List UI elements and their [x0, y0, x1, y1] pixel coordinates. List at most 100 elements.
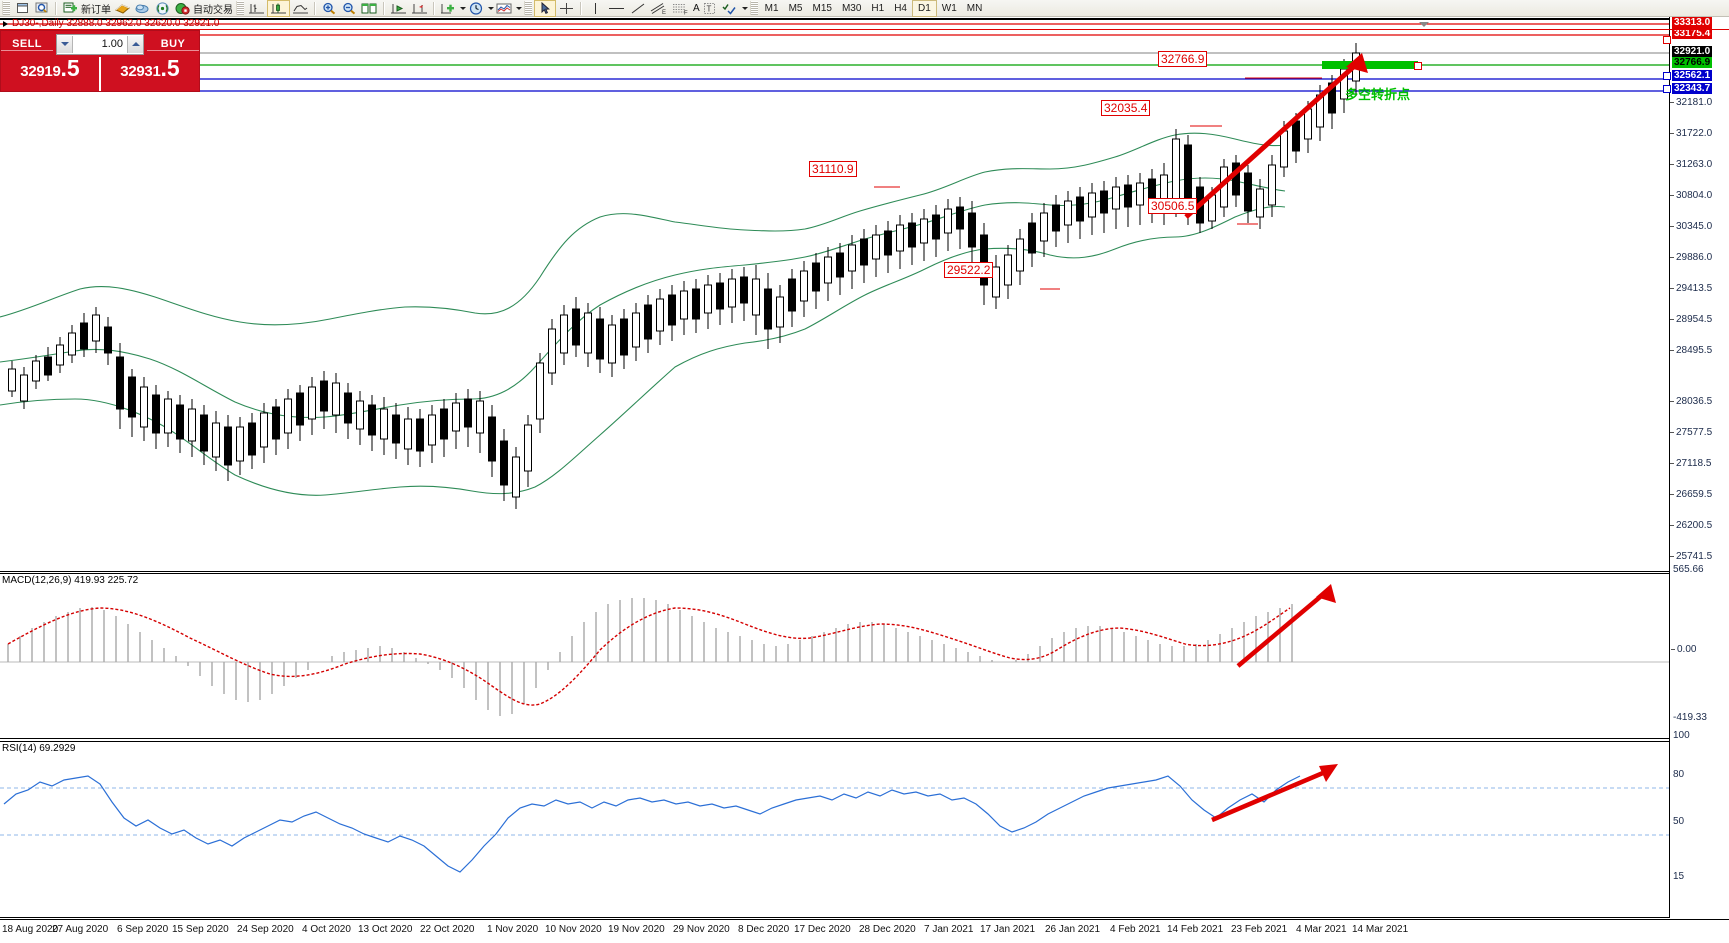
- one-click-trading-panel[interactable]: SELL 1.00 BUY 32919 .5 32931 .5: [0, 30, 200, 92]
- new-order-label[interactable]: 新订单: [81, 4, 111, 16]
- buy-price[interactable]: 32931 .5: [101, 57, 199, 91]
- chart-title-underline: [0, 29, 1729, 30]
- sell-price[interactable]: 32919 .5: [1, 57, 99, 91]
- annotation-handle-32766[interactable]: [1414, 62, 1422, 70]
- chart-symbol-marker-icon: [3, 20, 8, 27]
- period-dropdown-caret[interactable]: [488, 6, 494, 10]
- price-label-33313[interactable]: 33313.0: [1672, 17, 1713, 28]
- toolbar-grip-2[interactable]: [236, 1, 244, 15]
- price-label-32562[interactable]: 32562.1: [1672, 70, 1713, 81]
- chevron-down-icon: [60, 42, 69, 46]
- indicators-dropdown-caret[interactable]: [460, 6, 466, 10]
- price-tick-31263: 31263.0: [1670, 159, 1712, 170]
- rsi-label: RSI(14) 69.2929: [2, 743, 76, 754]
- time-label-6: 13 Oct 2020: [358, 924, 413, 935]
- price-tick-28036: 28036.5: [1670, 396, 1712, 407]
- toolbar-grip[interactable]: [2, 1, 10, 15]
- volume-stepper[interactable]: 1.00: [56, 33, 144, 55]
- cursor-arrow-icon[interactable]: [534, 0, 556, 17]
- price-label-32766[interactable]: 32766.9: [1672, 57, 1713, 68]
- chart-shift-icon[interactable]: [388, 1, 409, 16]
- magnifier-search-icon[interactable]: [32, 1, 52, 16]
- equidistant-channel-icon[interactable]: E: [648, 1, 670, 16]
- text-tool-icon[interactable]: A: [693, 2, 700, 14]
- price-label-32921[interactable]: 32921.0: [1672, 46, 1713, 57]
- timeframe-d1[interactable]: D1: [911, 0, 937, 17]
- chinese-annotation-note[interactable]: 多空转折点: [1345, 87, 1411, 102]
- chart-collapse-caret-icon[interactable]: [1419, 22, 1429, 27]
- macd-pane[interactable]: MACD(12,26,9) 419.93 225.72: [0, 573, 1669, 739]
- text-label-icon[interactable]: T: [700, 1, 720, 16]
- objects-list-icon[interactable]: [720, 1, 740, 16]
- new-order-button[interactable]: [60, 1, 80, 16]
- horizontal-line-icon[interactable]: [605, 1, 628, 16]
- objects-dropdown-caret[interactable]: [741, 6, 748, 10]
- autotrading-button[interactable]: [172, 1, 192, 16]
- timeframe-h4[interactable]: H4: [894, 2, 907, 14]
- annotation-32766[interactable]: 32766.9: [1158, 51, 1208, 67]
- buy-button[interactable]: BUY: [147, 38, 199, 51]
- timeframe-w1[interactable]: W1: [941, 2, 957, 14]
- sell-button[interactable]: SELL: [1, 38, 53, 51]
- zoom-out-icon[interactable]: [339, 1, 359, 16]
- signal-icon[interactable]: [152, 1, 172, 16]
- price-scale[interactable]: 32181.0 31722.0 31263.0 30804.0 30345.0 …: [1669, 17, 1729, 918]
- volume-decrement-button[interactable]: [57, 35, 73, 53]
- time-label-10: 19 Nov 2020: [608, 924, 665, 935]
- bollinger-upper-band: [0, 132, 1286, 326]
- toolbar-grip-3[interactable]: [524, 1, 532, 15]
- time-label-21: 4 Mar 2021: [1296, 924, 1347, 935]
- timeframe-h1[interactable]: H1: [871, 2, 885, 14]
- macd-label: MACD(12,26,9) 419.93 225.72: [2, 575, 139, 586]
- line-chart-icon[interactable]: [290, 1, 311, 16]
- templates-dropdown-caret[interactable]: [516, 6, 522, 10]
- timeframe-mn[interactable]: MN: [966, 2, 983, 14]
- price-label-32343[interactable]: 32343.7: [1672, 83, 1713, 94]
- annotation-31110[interactable]: 31110.9: [809, 161, 857, 177]
- auto-scroll-icon[interactable]: [409, 1, 430, 16]
- period-clock-icon[interactable]: [466, 1, 486, 16]
- timeframe-m30[interactable]: M30: [841, 2, 862, 14]
- time-label-5: 4 Oct 2020: [302, 924, 351, 935]
- cloud-icon[interactable]: [132, 1, 152, 16]
- bar-chart-icon[interactable]: [246, 1, 267, 16]
- indicators-icon[interactable]: [438, 1, 458, 16]
- resistance-zone-bar: [1322, 61, 1418, 69]
- trendline-icon[interactable]: [628, 1, 648, 16]
- sell-price-integer: 32919: [20, 63, 61, 80]
- level-handle-red[interactable]: [1663, 36, 1671, 44]
- new-window-icon[interactable]: [12, 1, 32, 16]
- timeframe-m5[interactable]: M5: [788, 2, 803, 14]
- price-label-33175[interactable]: 33175.4: [1672, 28, 1713, 39]
- fibonacci-icon[interactable]: F: [670, 1, 692, 16]
- templates-icon[interactable]: [494, 1, 514, 16]
- volume-input[interactable]: 1.00: [101, 38, 123, 50]
- candlestick-series: [8, 43, 1360, 509]
- annotation-30506[interactable]: 30506.5: [1148, 198, 1198, 214]
- annotation-32035[interactable]: 32035.4: [1101, 100, 1151, 116]
- macd-tick-neg41933: -419.33: [1673, 712, 1707, 723]
- timeframe-m1[interactable]: M1: [764, 2, 779, 14]
- candlestick-chart-icon[interactable]: [267, 0, 290, 17]
- time-label-17: 26 Jan 2021: [1045, 924, 1101, 935]
- price-chart-pane[interactable]: [0, 17, 1669, 572]
- time-scale[interactable]: 18 Aug 2020 27 Aug 2020 6 Sep 2020 15 Se…: [0, 919, 1729, 943]
- chart-title-text: DJ30-,Daily 32888.0 32962.0 32620.0 3292…: [12, 18, 220, 29]
- svg-text:F: F: [684, 10, 688, 15]
- crosshair-icon[interactable]: [556, 1, 577, 16]
- annotation-29522[interactable]: 29522.2: [944, 262, 994, 278]
- macd-tick-000: 0.00: [1671, 644, 1696, 655]
- chart-title-bar: DJ30-,Daily 32888.0 32962.0 32620.0 3292…: [0, 17, 1729, 30]
- toolbar-grip-4[interactable]: [749, 1, 758, 15]
- level-handle-blue-2[interactable]: [1663, 85, 1671, 93]
- level-handle-blue-1[interactable]: [1663, 72, 1671, 80]
- zoom-in-icon[interactable]: [319, 1, 339, 16]
- book-icon[interactable]: [112, 1, 132, 16]
- tile-windows-icon[interactable]: [359, 1, 380, 16]
- timeframe-m15[interactable]: M15: [812, 2, 832, 14]
- volume-increment-button[interactable]: [127, 35, 143, 53]
- rsi-pane[interactable]: RSI(14) 69.2929: [0, 741, 1669, 918]
- vertical-line-icon[interactable]: [585, 1, 605, 16]
- time-label-20: 23 Feb 2021: [1231, 924, 1288, 935]
- autotrading-label[interactable]: 自动交易: [193, 4, 233, 16]
